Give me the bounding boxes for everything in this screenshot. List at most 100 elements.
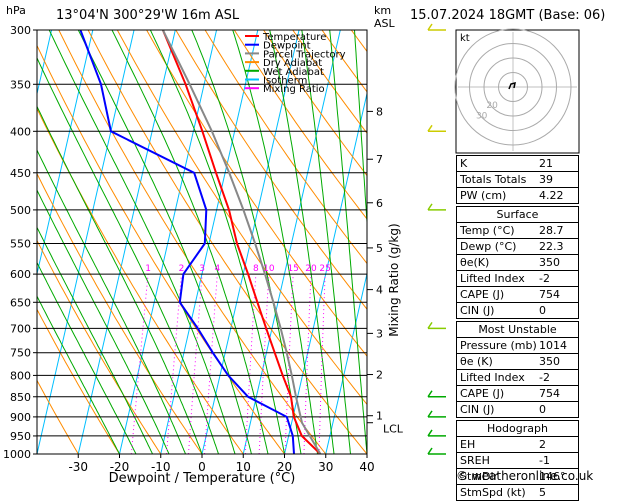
mixing-ratio-label: 25 — [319, 264, 330, 274]
row-label: CAPE (J) — [460, 287, 504, 302]
isotherm-line — [120, 30, 217, 454]
wind-barb — [428, 448, 446, 454]
row-label: CIN (J) — [460, 303, 494, 318]
table-row: Dewp (°C) 22.3 — [457, 239, 578, 255]
table-row: Totals Totals 39 — [457, 172, 578, 188]
copyright-label: © weatheronline.co.uk — [456, 469, 593, 483]
y-tick-label: 350 — [10, 78, 31, 91]
row-label: CIN (J) — [460, 402, 494, 417]
table-row: EH 2 — [457, 437, 578, 453]
table-row: θe(K)350 — [457, 255, 578, 271]
dewpoint-line — [80, 30, 294, 454]
y-tick-label: 650 — [10, 296, 31, 309]
row-value: 0 — [539, 303, 575, 318]
row-label: Temp (°C) — [460, 223, 515, 238]
datetime-label: 15.07.2024 18GMT (Base: 06) — [410, 8, 605, 23]
km-tick-label: 8 — [376, 105, 383, 118]
row-label: Dewp (°C) — [460, 239, 516, 254]
row-value: 21 — [539, 156, 575, 171]
y-tick-label: 500 — [10, 204, 31, 217]
mixing-ratio-label: 4 — [214, 264, 220, 274]
row-value: -2 — [539, 370, 575, 385]
row-label: Pressure (mb) — [460, 338, 537, 353]
y-tick-label: 850 — [10, 391, 31, 404]
row-value: -2 — [539, 271, 575, 286]
mixing-ratio-label: 20 — [305, 264, 317, 274]
hodograph-ring-label: 30 — [476, 111, 488, 121]
y-tick-label: 950 — [10, 430, 31, 443]
y-tick-label: 300 — [10, 24, 31, 37]
row-label: StmSpd (kt) — [460, 485, 526, 500]
table-row: Temp (°C)28.7 — [457, 223, 578, 239]
row-value: 4.22 — [539, 188, 575, 203]
row-label: PW (cm) — [460, 188, 506, 203]
km-tick-label: 7 — [376, 153, 383, 166]
wind-barb — [428, 125, 446, 131]
table-row: Lifted Index -2 — [457, 370, 578, 386]
wind-barb — [428, 322, 446, 328]
row-value: 1014 — [539, 338, 575, 353]
x-axis-label: Dewpoint / Temperature (°C) — [109, 471, 296, 486]
most-unstable-title: Most Unstable — [457, 322, 578, 338]
hodograph-unit-label: kt — [460, 33, 470, 44]
mixing-ratio-axis-label: Mixing Ratio (g/kg) — [387, 223, 401, 336]
km-tick-label: 6 — [376, 197, 383, 210]
y-tick-label: 450 — [10, 167, 31, 180]
table-row: CIN (J) 0 — [457, 402, 578, 417]
table-row: CAPE (J)754 — [457, 386, 578, 402]
table-row: CIN (J) 0 — [457, 303, 578, 318]
mixing-ratio-label: 3 — [199, 264, 205, 274]
hodograph-ring-label: 20 — [486, 101, 498, 111]
legend-label: Mixing Ratio — [263, 84, 325, 95]
row-value: 39 — [539, 172, 575, 187]
table-row: CAPE (J)754 — [457, 287, 578, 303]
height-unit-label-asl: ASL — [374, 17, 396, 30]
mixing-ratio-label: 8 — [253, 264, 259, 274]
row-value: 350 — [539, 354, 575, 369]
y-tick-label: 900 — [10, 411, 31, 424]
row-value: 0 — [539, 402, 575, 417]
lcl-label: LCL — [383, 423, 404, 436]
row-label: Lifted Index — [460, 271, 525, 286]
mixing-ratio-label: 15 — [287, 264, 298, 274]
row-value: -1 — [539, 453, 575, 468]
y-tick-label: 600 — [10, 268, 31, 281]
row-value: 22.3 — [539, 239, 575, 254]
row-label: SREH — [460, 453, 490, 468]
mixing-ratio-label: 10 — [263, 264, 275, 274]
km-tick-label: 3 — [376, 327, 383, 340]
row-value: 754 — [539, 386, 575, 401]
row-label: Totals Totals — [460, 172, 526, 187]
row-label: EH — [460, 437, 475, 452]
wet-adiabat-line — [330, 30, 367, 454]
location-label: 13°04'N 300°29'W 16m ASL — [56, 8, 240, 23]
wind-barb — [428, 24, 446, 30]
mixing-ratio-label: 2 — [179, 264, 185, 274]
surface-title: Surface — [457, 207, 578, 223]
x-tick-label: 30 — [318, 460, 333, 474]
table-row: θe (K)350 — [457, 354, 578, 370]
row-label: Lifted Index — [460, 370, 525, 385]
isotherm-line — [78, 30, 175, 454]
y-tick-label: 700 — [10, 322, 31, 335]
y-tick-label: 1000 — [3, 448, 31, 461]
wind-barbs — [428, 24, 446, 454]
x-tick-label: -30 — [68, 460, 88, 474]
height-unit-label: km — [374, 4, 391, 17]
hodograph-frame — [456, 30, 579, 153]
row-value: 350 — [539, 255, 575, 270]
hodograph-table-title: Hodograph — [457, 421, 578, 437]
y-tick-label: 400 — [10, 125, 31, 138]
row-value: 2 — [539, 437, 575, 452]
wind-barb — [428, 430, 446, 436]
isotherm-line — [326, 30, 423, 454]
wind-barb — [428, 391, 446, 397]
table-row: Lifted Index -2 — [457, 271, 578, 287]
y-tick-label: 800 — [10, 369, 31, 382]
